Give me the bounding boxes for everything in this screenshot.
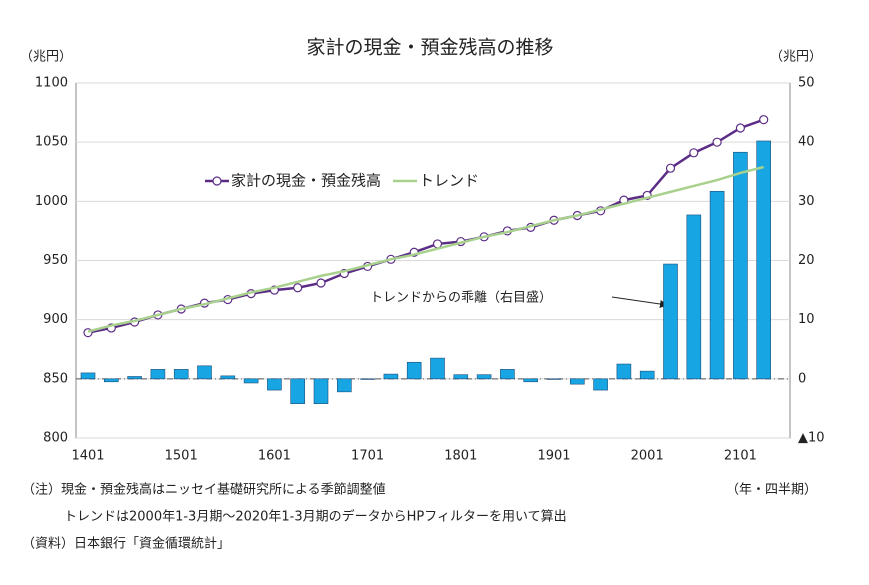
bar <box>197 365 212 380</box>
bar <box>383 373 399 380</box>
y2-tick-label: 30 <box>798 194 815 209</box>
y-tick-label: 900 <box>43 312 68 327</box>
y-tick-label: 1050 <box>35 135 68 150</box>
bar <box>150 369 166 380</box>
x-tick-label: 1401 <box>71 449 104 464</box>
bar <box>220 375 236 380</box>
bar <box>267 378 282 391</box>
bar <box>593 378 608 391</box>
marker <box>665 163 676 173</box>
bar <box>173 369 189 380</box>
bar <box>453 374 469 380</box>
bar <box>80 372 96 380</box>
x-tick-label: 2001 <box>631 449 664 464</box>
marker <box>735 123 746 133</box>
bar <box>616 363 632 380</box>
y-tick-label: 850 <box>43 371 68 386</box>
bar <box>127 376 142 380</box>
y2-tick-label: ▲10 <box>798 431 825 446</box>
y-tick-label: 800 <box>43 431 68 446</box>
bar <box>313 378 329 404</box>
y2-tick-label: 0 <box>798 371 806 386</box>
bar <box>733 151 748 380</box>
y-axis-label: （兆円） <box>20 50 72 65</box>
note: トレンドは2000年1-3月期～2020年1-3月期のデータからHPフィルターを… <box>64 509 567 525</box>
bar <box>500 369 515 380</box>
line <box>87 165 765 333</box>
note: （資料）日本銀行「資金循環統計」 <box>22 536 230 552</box>
bar <box>686 214 702 380</box>
bar <box>639 370 655 380</box>
bar <box>360 378 375 380</box>
marker <box>293 283 303 293</box>
note: （注）現金・預金残高はニッセイ基礎研究所による季節調整値 <box>22 482 386 498</box>
bar <box>290 378 306 404</box>
x-tick-label: 1901 <box>537 449 570 464</box>
bar <box>406 361 422 380</box>
x-axis-label: （年・四半期） <box>726 483 817 498</box>
bar <box>476 374 492 380</box>
y-tick-label: 1000 <box>35 194 68 209</box>
bar <box>336 378 352 393</box>
bar <box>104 378 119 383</box>
bar <box>430 357 445 380</box>
annotation: トレンドからの乖離（右目盛） <box>370 291 552 306</box>
x-tick-label: 1601 <box>258 449 291 464</box>
y2-axis-label: （兆円） <box>770 50 822 65</box>
x-tick-label: 1701 <box>351 449 384 464</box>
y2-tick-label: 20 <box>798 253 815 268</box>
y2-tick-label: 40 <box>798 135 815 150</box>
bar <box>546 378 562 380</box>
y-tick-label: 1100 <box>35 76 68 91</box>
legend-label: トレンド <box>419 172 479 190</box>
y-tick-label: 950 <box>43 253 68 268</box>
x-tick-label: 1801 <box>444 449 477 464</box>
x-tick-label: 1501 <box>165 449 198 464</box>
x-tick-label: 2101 <box>724 449 757 464</box>
y2-tick-label: 50 <box>798 76 815 91</box>
bar <box>709 190 725 380</box>
y2-tick-label: 10 <box>798 312 815 327</box>
bar <box>663 263 678 380</box>
legend-label: 家計の現金・預金残高 <box>231 172 381 190</box>
bar <box>756 140 772 380</box>
marker <box>712 137 722 147</box>
bar <box>523 378 539 383</box>
legend-marker <box>212 176 222 186</box>
marker <box>759 115 769 125</box>
bar <box>243 378 259 384</box>
annotation-arrow <box>611 296 668 308</box>
chart-title: 家計の現金・預金残高の推移 <box>306 37 553 59</box>
marker <box>689 148 699 158</box>
bar <box>569 378 585 385</box>
marker <box>316 278 326 288</box>
